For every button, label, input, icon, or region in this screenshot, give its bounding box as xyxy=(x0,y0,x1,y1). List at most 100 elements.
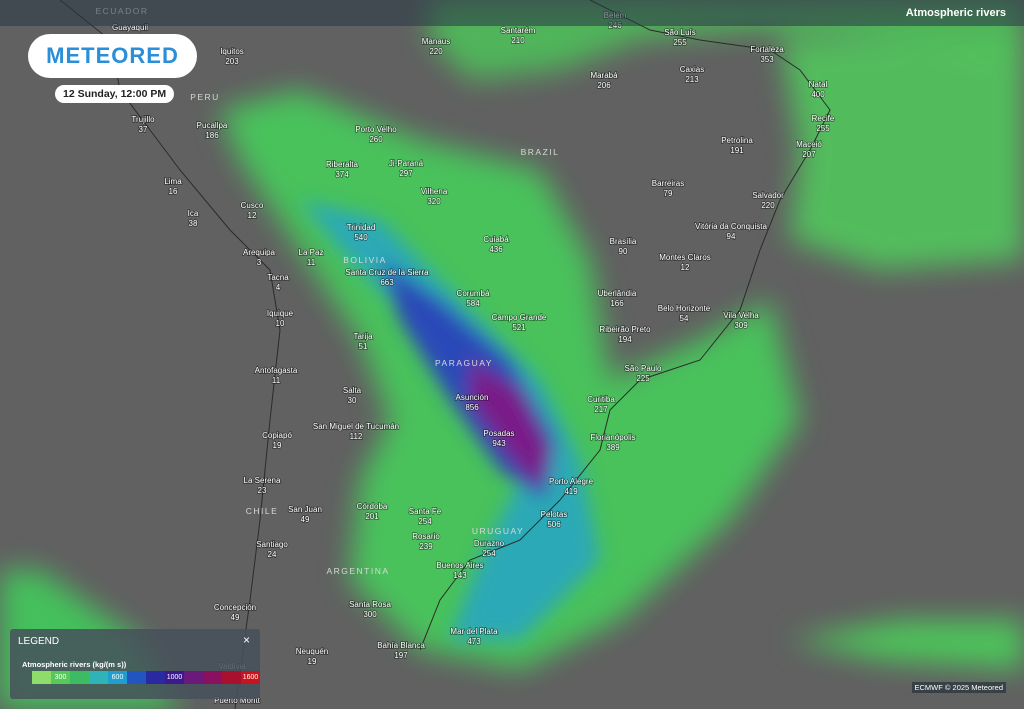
scale-step: 300 xyxy=(51,671,70,684)
city-name: Cuiabá xyxy=(483,235,509,244)
city-name: Fortaleza xyxy=(750,45,784,54)
city-name: Petrolina xyxy=(721,136,753,145)
city-value: 4 xyxy=(276,283,281,292)
scale-step: 600 xyxy=(108,671,127,684)
city-value: 23 xyxy=(258,486,267,495)
city-name: São Luís xyxy=(664,28,696,37)
city-value: 19 xyxy=(273,441,282,450)
city-value: 191 xyxy=(730,146,744,155)
top-bar: Atmospheric rivers xyxy=(0,0,1024,26)
city-name: Trujillo xyxy=(131,115,155,124)
city-name: La Paz xyxy=(299,248,324,257)
city-value: 12 xyxy=(681,263,690,272)
city-name: São Paulo xyxy=(625,364,662,373)
city-value: 90 xyxy=(619,247,628,256)
city-value: 10 xyxy=(276,319,285,328)
city-value: 260 xyxy=(369,135,383,144)
city-value: 254 xyxy=(418,517,432,526)
close-button[interactable]: × xyxy=(242,633,250,647)
city-name: Belo Horizonte xyxy=(658,304,711,313)
city-value: 220 xyxy=(429,47,443,56)
city-name: Manaus xyxy=(422,37,450,46)
legend-title: LEGEND xyxy=(18,636,60,647)
city-name: Guayaquil xyxy=(112,23,148,32)
city-name: Bahía Blanca xyxy=(377,641,425,650)
city-name: Copiapó xyxy=(262,431,292,440)
city-name: Porto Velho xyxy=(355,125,397,134)
layer-name[interactable]: Atmospheric rivers xyxy=(905,7,1006,19)
city-value: 194 xyxy=(618,335,632,344)
city-value: 217 xyxy=(594,405,608,414)
city-value: 521 xyxy=(512,323,526,332)
city-value: 201 xyxy=(365,512,379,521)
scale-step xyxy=(127,671,146,684)
city-value: 300 xyxy=(363,610,377,619)
logo[interactable]: METEORED xyxy=(28,34,197,78)
city-value: 309 xyxy=(734,321,748,330)
city-value: 206 xyxy=(597,81,611,90)
city-name: Salvador xyxy=(752,191,784,200)
city-value: 94 xyxy=(727,232,736,241)
city-value: 203 xyxy=(225,57,239,66)
coastline xyxy=(59,0,831,709)
city-value: 584 xyxy=(466,299,480,308)
city-value: 506 xyxy=(547,520,561,529)
city-name: Vila Velha xyxy=(723,311,759,320)
city-value: 255 xyxy=(673,38,687,47)
city-name: Maceió xyxy=(796,140,822,149)
city-value: 16 xyxy=(169,187,178,196)
scale-step xyxy=(70,671,89,684)
city-value: 143 xyxy=(453,571,467,580)
country-label: ARGENTINA xyxy=(326,566,389,576)
city-value: 254 xyxy=(482,549,496,558)
scale-step xyxy=(146,671,165,684)
city-name: Ribeirão Preto xyxy=(599,325,651,334)
city-name: Cusco xyxy=(241,201,264,210)
color-scale: 300 600 1000 1600 xyxy=(32,671,260,684)
scale-step xyxy=(203,671,222,684)
city-value: 38 xyxy=(189,219,198,228)
city-name: Pucallpa xyxy=(197,121,228,130)
city-value: 436 xyxy=(489,245,503,254)
scale-step: 1000 xyxy=(165,671,184,684)
city-value: 24 xyxy=(268,550,277,559)
city-name: Recife xyxy=(812,114,835,123)
city-name: Pelotas xyxy=(541,510,568,519)
city-name: Concepción xyxy=(214,603,256,612)
country-label: BRAZIL xyxy=(521,147,560,157)
city-name: Tarija xyxy=(353,332,373,341)
city-name: Salta xyxy=(343,386,362,395)
city-name: Ji-Paraná xyxy=(389,159,424,168)
scale-step xyxy=(222,671,241,684)
city-name: Durazno xyxy=(474,539,505,548)
city-name: Florianópolis xyxy=(590,433,635,442)
city-name: Riberalta xyxy=(326,160,359,169)
city-name: Iquique xyxy=(267,309,294,318)
timestamp[interactable]: 12 Sunday, 12:00 PM xyxy=(55,85,175,103)
city-value: 197 xyxy=(394,651,408,660)
legend-subtitle: Atmospheric rivers (kg/(m s)) xyxy=(22,660,127,669)
city-name: Ica xyxy=(188,209,199,218)
city-name: Córdoba xyxy=(357,502,388,511)
city-value: 11 xyxy=(272,376,281,385)
city-name: Montes Claros xyxy=(659,253,711,262)
city-value: 320 xyxy=(427,197,441,206)
city-value: 419 xyxy=(564,487,578,496)
city-value: 943 xyxy=(492,439,506,448)
city-value: 166 xyxy=(610,299,624,308)
city-value: 220 xyxy=(761,201,775,210)
city-value: 207 xyxy=(802,150,816,159)
scale-step xyxy=(89,671,108,684)
city-name: Neuquén xyxy=(296,647,328,656)
city-value: 19 xyxy=(308,657,317,666)
city-name: Vitória da Conquista xyxy=(695,222,767,231)
city-name: Posadas xyxy=(483,429,514,438)
city-name: San Juan xyxy=(288,505,322,514)
city-name: Santiago xyxy=(256,540,288,549)
city-name: Asunción xyxy=(456,393,489,402)
city-name: Porto Alegre xyxy=(549,477,594,486)
city-name: Trinidad xyxy=(347,223,376,232)
scale-step xyxy=(184,671,203,684)
